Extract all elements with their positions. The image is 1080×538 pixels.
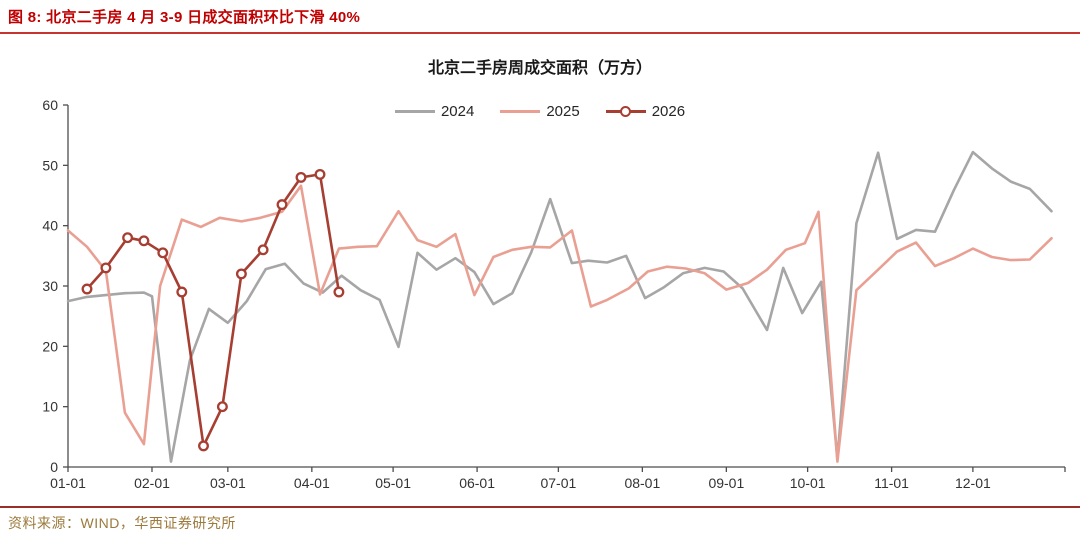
figure-title: 图 8: 北京二手房 4 月 3-9 日成交面积环比下滑 40% (8, 9, 361, 26)
x-tick-label: 10-01 (790, 475, 826, 491)
source-divider (0, 506, 1080, 508)
source-note: 资料来源：WIND，华西证券研究所 (8, 515, 236, 531)
legend-item-2024: 2024 (394, 103, 475, 120)
y-tick-label: 20 (42, 338, 58, 354)
y-tick-label: 40 (42, 218, 58, 234)
series-2024-line (66, 150, 1053, 463)
legend-swatch-2026 (605, 106, 646, 117)
series-2026-marker (276, 199, 288, 211)
series-2026-marker (257, 244, 269, 256)
x-tick-label: 09-01 (708, 475, 744, 491)
x-tick-label: 05-01 (375, 475, 411, 491)
y-tick-label: 30 (42, 278, 58, 294)
series-2026-marker (333, 286, 345, 298)
series-2026-marker (314, 168, 326, 180)
x-tick-label: 08-01 (624, 475, 660, 491)
legend-label-2025: 2025 (546, 103, 580, 120)
series-2026-marker (216, 401, 228, 413)
title-divider (0, 32, 1080, 34)
y-tick-label: 10 (42, 399, 58, 415)
y-tick-label: 60 (42, 97, 58, 113)
legend-swatch-2024 (394, 110, 435, 113)
series-2026-marker (138, 235, 150, 247)
y-tick-label: 50 (42, 157, 58, 173)
x-tick-label: 03-01 (210, 475, 246, 491)
series-2026-marker (198, 440, 209, 452)
series-2026-marker (176, 286, 188, 298)
series-2026-marker (235, 268, 247, 280)
x-tick-label: 07-01 (540, 475, 576, 491)
x-tick-label: 02-01 (134, 475, 170, 491)
legend-swatch-2025 (500, 110, 541, 113)
legend-marker-icon (619, 106, 631, 117)
legend-item-2025: 2025 (500, 103, 580, 120)
series-2026-marker (157, 247, 169, 259)
x-tick-label: 06-01 (459, 475, 495, 491)
series-2026-marker (122, 232, 134, 244)
x-tick-label: 01-01 (50, 475, 86, 491)
series-2026-marker (100, 262, 112, 274)
y-tick-label: 0 (50, 459, 58, 475)
series-2025-line (66, 184, 1053, 463)
legend-label-2024: 2024 (440, 103, 475, 120)
x-tick-label: 11-01 (874, 475, 909, 491)
legend-label-2026: 2026 (651, 103, 686, 120)
x-tick-label: 04-01 (294, 475, 330, 491)
legend-item-2026: 2026 (605, 103, 686, 120)
chart-title: 北京二手房周成交面积（万方） (427, 60, 652, 77)
x-tick-label: 12-01 (955, 475, 991, 491)
series-2026-marker (295, 171, 307, 183)
series-2026-marker (81, 283, 93, 295)
chart-legend: 2024 2025 2026 (0, 103, 1080, 120)
